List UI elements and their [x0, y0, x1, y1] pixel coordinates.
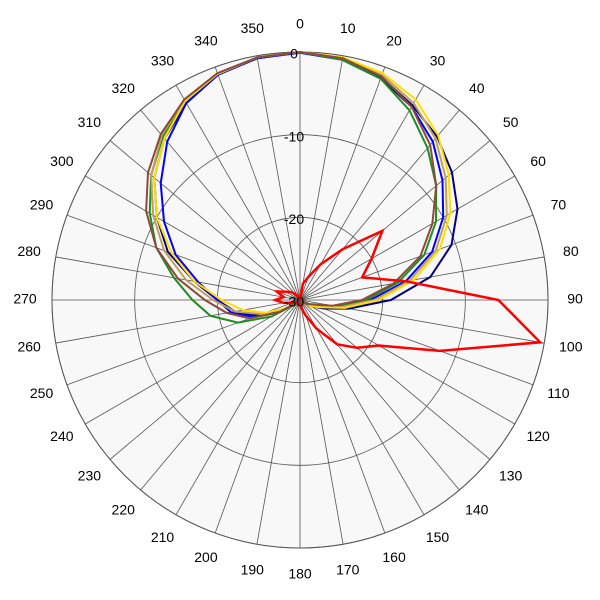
- grid-spoke: [55, 299, 301, 344]
- angle-label: 330: [151, 53, 175, 69]
- angle-label: 140: [465, 501, 489, 517]
- angle-label: 340: [194, 32, 218, 48]
- series-line: [271, 228, 543, 353]
- r-tick-label: 0: [290, 46, 298, 62]
- angle-label: 350: [241, 20, 265, 36]
- grid-spoke: [299, 299, 425, 515]
- grid-spoke: [175, 85, 301, 301]
- grid-spoke: [85, 299, 301, 425]
- grid-spoke: [299, 140, 491, 301]
- angle-label: 260: [17, 338, 41, 354]
- grid-spoke: [299, 175, 515, 301]
- angle-label: 270: [13, 291, 37, 307]
- r-tick-label: -30: [284, 294, 304, 310]
- angle-label: 20: [386, 32, 402, 48]
- angle-label: 30: [430, 53, 446, 69]
- grid-spoke: [256, 55, 301, 301]
- angle-label: 180: [288, 566, 312, 582]
- grid-spoke: [214, 299, 301, 534]
- angle-label: 50: [503, 114, 519, 130]
- grid-spoke: [299, 66, 386, 301]
- angle-label: 170: [336, 562, 360, 578]
- angle-label: 230: [78, 467, 102, 483]
- grid-spoke: [256, 299, 301, 545]
- angle-label: 40: [469, 80, 485, 96]
- angle-label: 70: [551, 197, 567, 213]
- angle-label: 120: [526, 428, 550, 444]
- r-tick-label: -20: [284, 211, 304, 227]
- r-tick-label: -10: [284, 128, 304, 144]
- grid-spoke: [140, 299, 301, 491]
- angle-label: 80: [563, 243, 579, 259]
- grid-spoke: [109, 299, 301, 460]
- grid-spoke: [175, 299, 301, 515]
- grid-spoke: [299, 55, 344, 301]
- grid-spoke: [109, 140, 301, 301]
- grid-spoke: [85, 175, 301, 301]
- angle-label: 290: [30, 197, 54, 213]
- angle-label: 150: [426, 529, 450, 545]
- grid-spoke: [299, 299, 460, 491]
- grid-spoke: [299, 299, 515, 425]
- grid-spoke: [299, 299, 491, 460]
- grid-spoke: [299, 214, 534, 301]
- grid-spoke: [214, 66, 301, 301]
- angle-label: 160: [382, 549, 406, 565]
- angle-label: 280: [17, 243, 41, 259]
- grid-spoke: [299, 299, 344, 545]
- angle-label: 320: [112, 80, 136, 96]
- angle-label: 130: [499, 467, 523, 483]
- angle-label: 310: [78, 114, 102, 130]
- grid-spoke: [299, 256, 545, 301]
- angle-label: 10: [340, 20, 356, 36]
- grid-spoke: [66, 214, 301, 301]
- angle-label: 300: [50, 153, 74, 169]
- angle-label: 110: [547, 385, 570, 401]
- angle-label: 90: [567, 291, 583, 307]
- angle-label: 190: [241, 562, 265, 578]
- angle-label: 0: [296, 16, 304, 32]
- angle-label: 100: [559, 338, 583, 354]
- angle-label: 220: [112, 501, 136, 517]
- angle-label: 240: [50, 428, 74, 444]
- angle-label: 250: [30, 385, 54, 401]
- grid-spoke: [299, 299, 386, 534]
- grid-spoke: [299, 299, 534, 386]
- angle-label: 210: [151, 529, 175, 545]
- angle-label: 200: [194, 549, 218, 565]
- angle-label: 60: [530, 153, 546, 169]
